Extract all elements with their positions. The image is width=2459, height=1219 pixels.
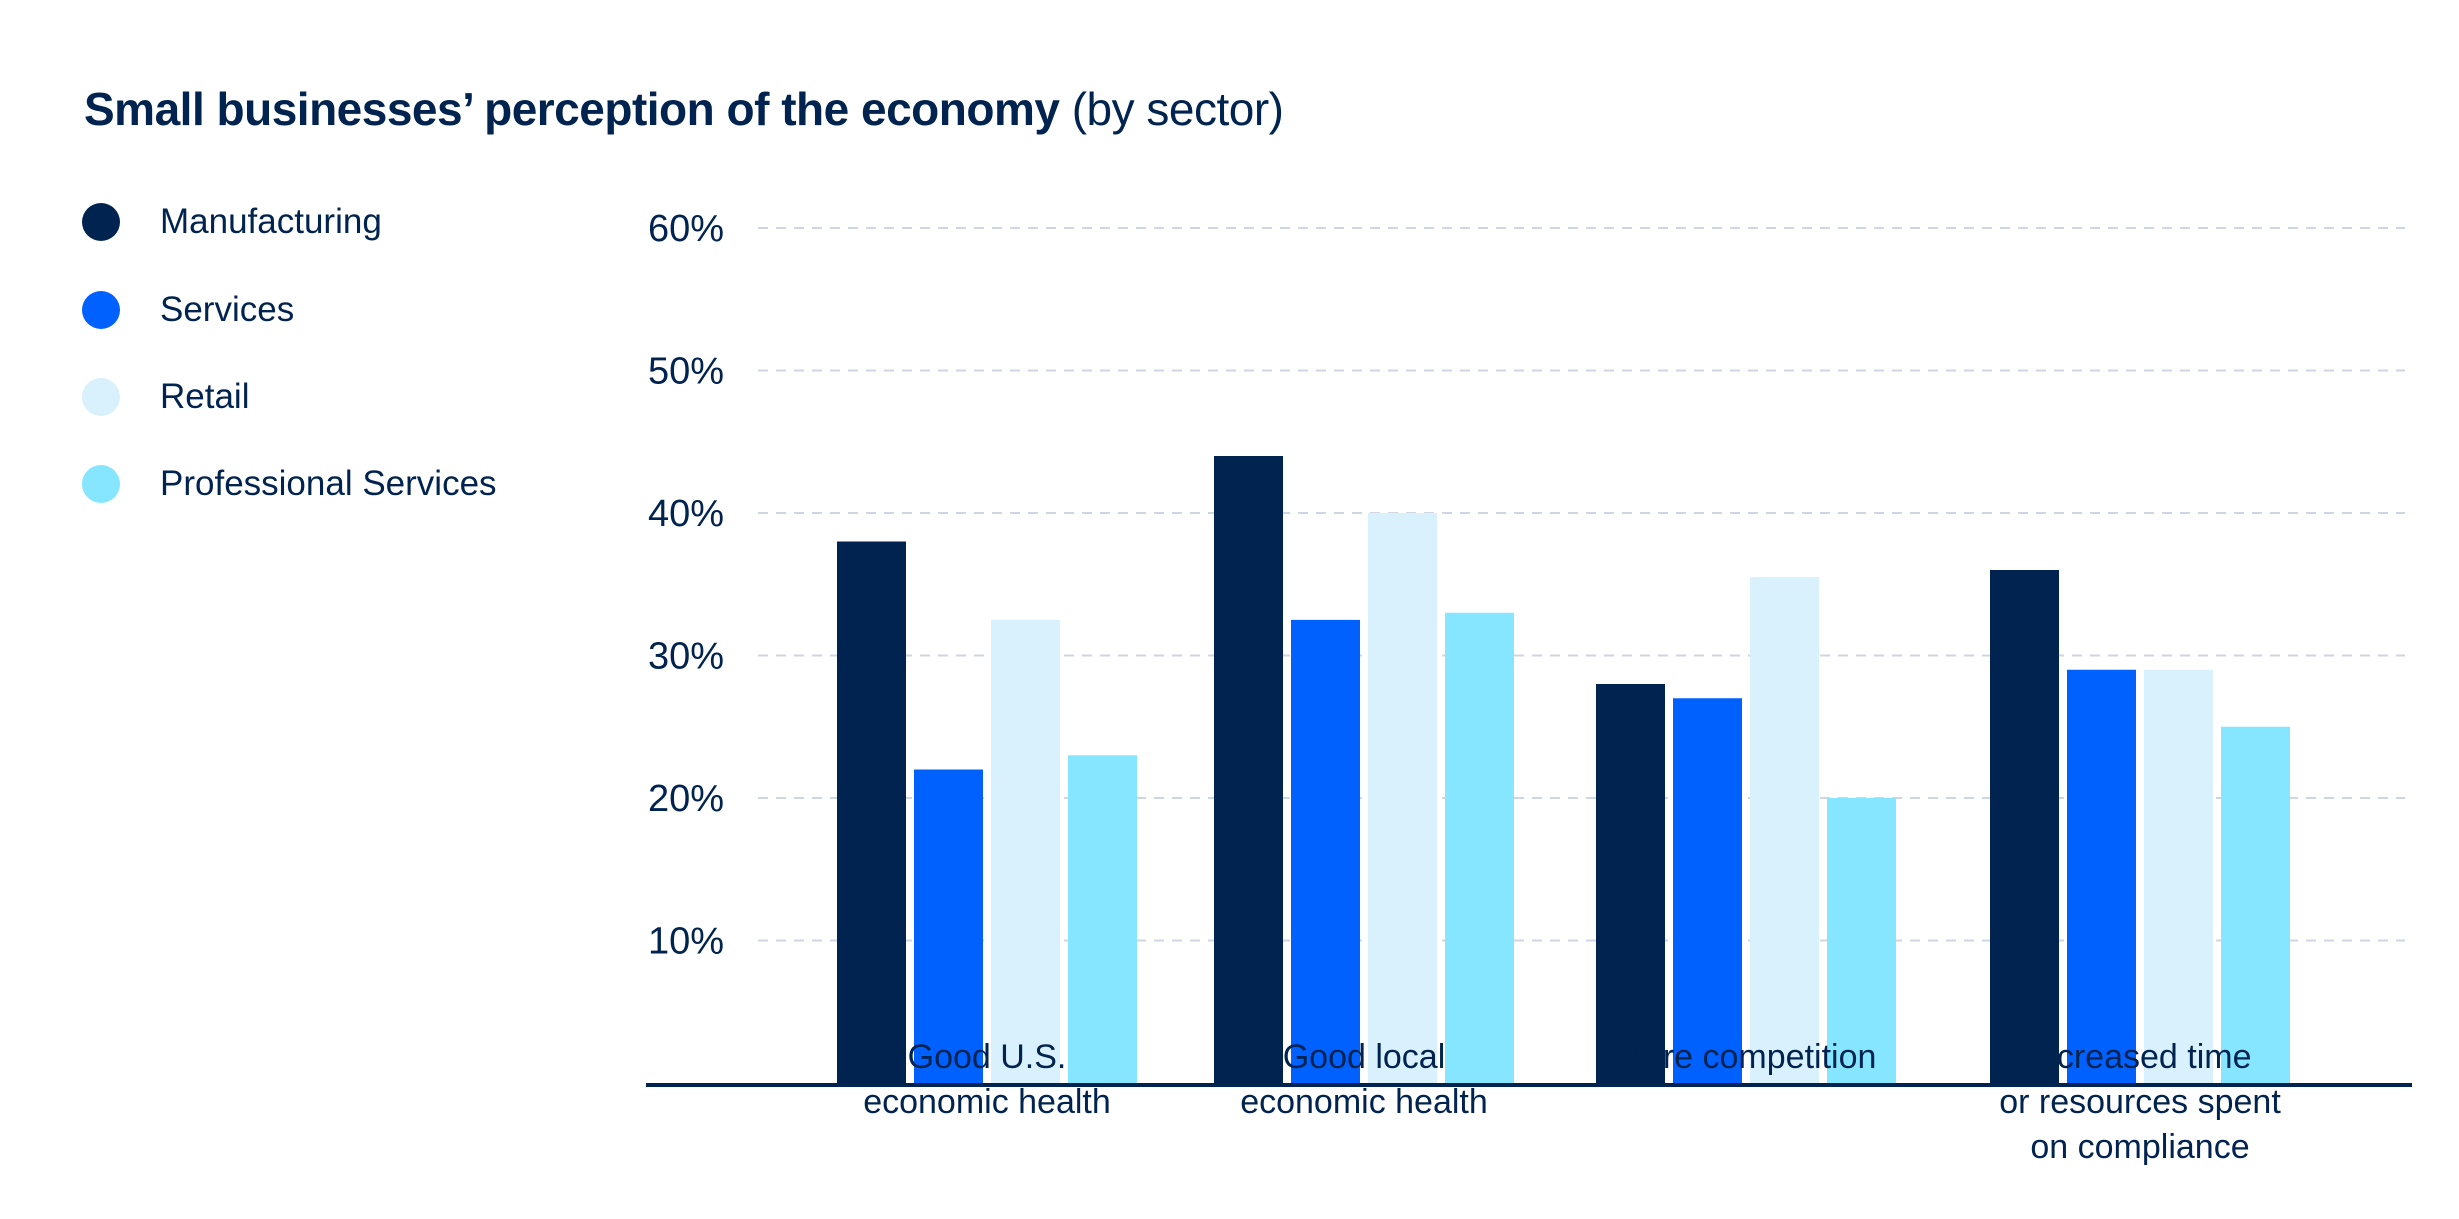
bar — [1596, 684, 1665, 1083]
bar — [1068, 755, 1137, 1083]
legend-label: Manufacturing — [160, 202, 382, 241]
bar — [837, 541, 906, 1083]
y-tick-label: 10% — [648, 921, 724, 963]
chart-subtitle: (by sector) — [1071, 83, 1284, 135]
x-tick-label: on compliance — [2030, 1128, 2249, 1166]
legend-label: Services — [160, 290, 295, 329]
bar — [2067, 669, 2136, 1083]
legend-swatch-icon — [82, 203, 120, 241]
bar — [2221, 726, 2290, 1083]
y-tick-label: 30% — [648, 636, 724, 678]
bar — [1673, 698, 1742, 1083]
x-tick-label: Good local — [1283, 1038, 1446, 1076]
x-tick-label: economic health — [1240, 1083, 1488, 1121]
bar — [991, 619, 1060, 1083]
legend-swatch-icon — [82, 465, 120, 503]
x-tick-label: Increased time — [2029, 1038, 2252, 1076]
bar — [1291, 619, 1360, 1083]
legend-swatch-icon — [82, 378, 120, 416]
bar — [914, 769, 983, 1083]
legend-item: Professional Services — [82, 464, 497, 504]
x-tick-label: Good U.S. — [908, 1038, 1067, 1076]
bar — [1368, 513, 1437, 1083]
legend-label: Professional Services — [160, 464, 497, 503]
bar — [1214, 456, 1283, 1083]
x-tick-label: economic health — [863, 1083, 1111, 1121]
bar — [2144, 669, 2213, 1083]
y-tick-label: 50% — [648, 351, 724, 393]
chart-title: Small businesses’ perception of the econ… — [84, 82, 1284, 136]
bar — [1827, 798, 1896, 1083]
legend-item: Services — [82, 290, 294, 330]
chart-title-main: Small businesses’ perception of the econ… — [84, 83, 1060, 135]
x-tick-label: More competition — [1616, 1038, 1877, 1076]
x-tick-label: or resources spent — [1999, 1083, 2281, 1121]
y-tick-label: 20% — [648, 778, 724, 820]
y-tick-label: 40% — [648, 493, 724, 535]
legend-label: Retail — [160, 377, 250, 416]
bar — [1990, 570, 2059, 1083]
legend-swatch-icon — [82, 291, 120, 329]
y-tick-label: 60% — [648, 208, 724, 250]
legend-item: Retail — [82, 377, 249, 417]
bar — [1750, 577, 1819, 1083]
bar — [1445, 612, 1514, 1083]
legend-item: Manufacturing — [82, 202, 382, 242]
